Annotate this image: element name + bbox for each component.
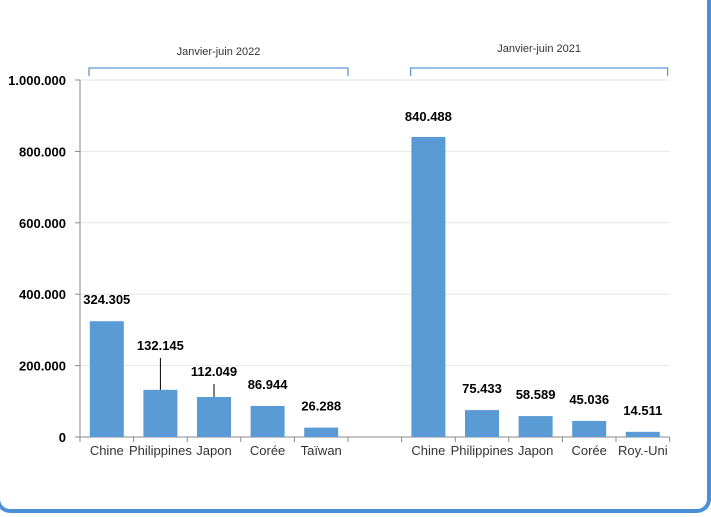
- category-label: Japon: [196, 443, 231, 458]
- data-label: 112.049: [191, 364, 237, 379]
- category-label: Taïwan: [301, 443, 342, 458]
- y-tick-label: 200.000: [19, 359, 66, 374]
- category-label: Chine: [411, 443, 445, 458]
- y-tick-label: 800.000: [19, 144, 66, 159]
- bar: [572, 420, 607, 437]
- category-label: Chine: [90, 443, 124, 458]
- data-label: 14.511: [623, 403, 662, 418]
- category-label: Corée: [250, 443, 285, 458]
- data-label: 75.433: [462, 381, 502, 396]
- category-label: Philippines: [451, 443, 514, 458]
- group-bracket: [409, 67, 669, 76]
- y-tick-label: 400.000: [19, 287, 66, 302]
- data-label: 132.145: [137, 338, 184, 353]
- y-tick-label: 1.000.000: [8, 73, 66, 88]
- bar: [89, 321, 124, 437]
- bar: [197, 396, 231, 437]
- data-label: 324.305: [83, 292, 130, 307]
- category-label: Corée: [571, 443, 606, 458]
- y-tick-label: 0: [59, 430, 66, 445]
- data-label: 45.036: [569, 392, 609, 407]
- group-label: Janvier-juin 2021: [497, 43, 581, 55]
- bar: [411, 136, 446, 437]
- bar: [518, 416, 553, 437]
- data-label: 26.288: [301, 399, 341, 414]
- group-bracket: [88, 67, 349, 76]
- data-label: 840.488: [405, 109, 452, 124]
- bar: [304, 427, 339, 437]
- bar: [625, 431, 660, 437]
- category-label: Philippines: [129, 443, 192, 458]
- data-label: 58.589: [516, 387, 556, 402]
- y-tick-label: 600.000: [19, 216, 66, 231]
- category-label: Japon: [518, 443, 553, 458]
- bar: [143, 389, 178, 437]
- category-label: Roy.-Uni: [618, 443, 668, 458]
- group-label: Janvier-juin 2022: [177, 46, 261, 58]
- data-label: 86.944: [248, 377, 289, 392]
- bar: [465, 410, 499, 437]
- bar: [250, 405, 285, 437]
